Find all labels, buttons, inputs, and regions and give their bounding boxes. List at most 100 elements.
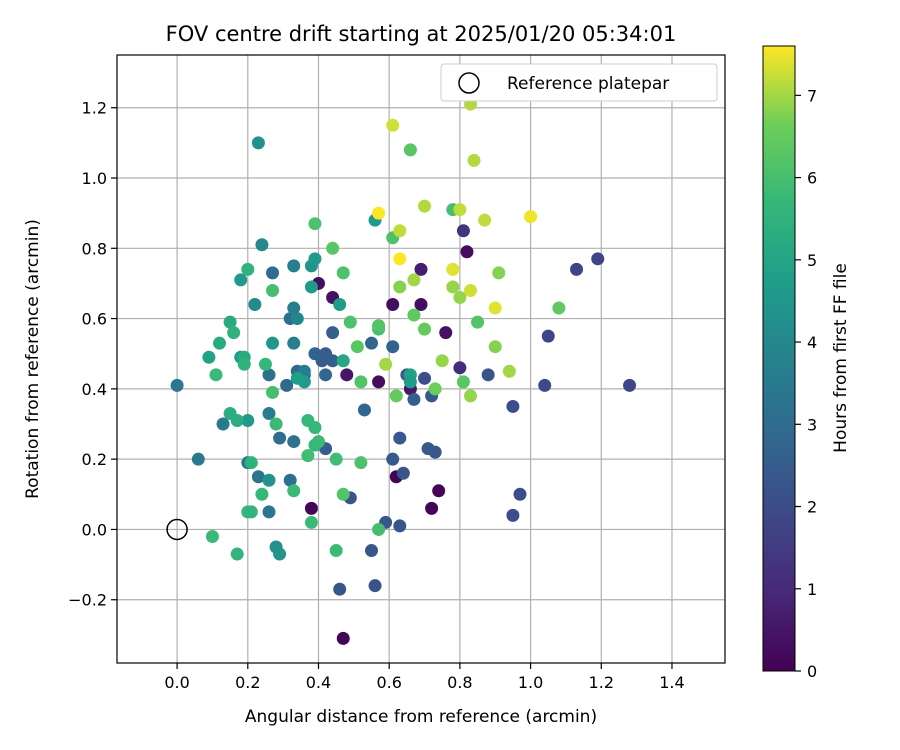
- scatter-point: [478, 213, 492, 227]
- scatter-point: [241, 414, 255, 428]
- scatter-point: [319, 368, 333, 382]
- scatter-point: [456, 224, 470, 238]
- colorbar-tick-label: 0: [807, 662, 817, 681]
- scatter-point: [492, 266, 506, 280]
- scatter-points: [170, 97, 637, 645]
- scatter-point: [290, 371, 304, 385]
- colorbar-tick-label: 5: [807, 251, 817, 270]
- colorbar-tick-label: 7: [807, 86, 817, 105]
- scatter-point: [205, 529, 219, 543]
- scatter-point: [262, 368, 276, 382]
- colorbar-gradient: [762, 45, 796, 672]
- y-tick-label: 0.2: [82, 450, 107, 469]
- scatter-point: [336, 631, 350, 645]
- scatter-point: [354, 456, 368, 470]
- scatter-point: [389, 389, 403, 403]
- scatter-point: [251, 470, 265, 484]
- scatter-point: [287, 301, 301, 315]
- scatter-point: [488, 301, 502, 315]
- colorbar-tick-label: 6: [807, 169, 817, 188]
- scatter-point: [311, 435, 325, 449]
- scatter-point: [403, 375, 417, 389]
- legend-label-reference: Reference platepar: [507, 74, 669, 94]
- scatter-point: [453, 290, 467, 304]
- scatter-point: [456, 375, 470, 389]
- scatter-point: [287, 259, 301, 273]
- scatter-point: [223, 406, 237, 420]
- scatter-point: [326, 326, 340, 340]
- scatter-point: [241, 262, 255, 276]
- scatter-point: [262, 406, 276, 420]
- scatter-point: [368, 579, 382, 593]
- scatter-point: [269, 417, 283, 431]
- colorbar-tick-label: 3: [807, 415, 817, 434]
- scatter-point: [273, 431, 287, 445]
- scatter-point: [460, 245, 474, 259]
- scatter-point: [393, 252, 407, 266]
- scatter-point: [191, 452, 205, 466]
- colorbar-tick-label: 4: [807, 333, 817, 352]
- scatter-point: [336, 487, 350, 501]
- scatter-point: [446, 280, 460, 294]
- scatter-point: [329, 452, 343, 466]
- scatter-point: [506, 399, 520, 413]
- scatter-point: [541, 329, 555, 343]
- scatter-point: [301, 449, 315, 463]
- legend-marker-reference: [458, 72, 480, 94]
- scatter-point: [304, 515, 318, 529]
- y-tick-label: 0.4: [82, 380, 107, 399]
- x-tick-label: 1.0: [518, 673, 543, 692]
- scatter-point: [393, 519, 407, 533]
- x-tick-label: 0.4: [306, 673, 331, 692]
- colorbar-tick-label: 1: [807, 580, 817, 599]
- y-tick-label: −0.2: [68, 591, 107, 610]
- y-tick-label: 0.8: [82, 239, 107, 258]
- scatter-point: [439, 326, 453, 340]
- scatter-point: [488, 340, 502, 354]
- scatter-point: [216, 417, 230, 431]
- scatter-point: [304, 501, 318, 515]
- scatter-point: [258, 357, 272, 371]
- x-axis-ticks: 0.0 0.2 0.4 0.6 0.8 1.0 1.2 1.4: [164, 663, 685, 692]
- scatter-point: [386, 340, 400, 354]
- x-tick-label: 0.6: [376, 673, 401, 692]
- scatter-point: [365, 336, 379, 350]
- scatter-point: [372, 522, 386, 536]
- scatter-point: [223, 315, 237, 329]
- scatter-point: [379, 357, 393, 371]
- scatter-point: [343, 315, 357, 329]
- scatter-point: [329, 544, 343, 558]
- scatter-point: [336, 266, 350, 280]
- scatter-point: [262, 473, 276, 487]
- scatter-point: [393, 280, 407, 294]
- scatter-point: [244, 456, 258, 470]
- scatter-point: [386, 298, 400, 312]
- scatter-point: [170, 378, 184, 392]
- scatter-point: [570, 262, 584, 276]
- scatter-point: [591, 252, 605, 266]
- scatter-point: [414, 298, 428, 312]
- scatter-point: [414, 262, 428, 276]
- scatter-point: [463, 389, 477, 403]
- scatter-point: [333, 582, 347, 596]
- scatter-point: [481, 368, 495, 382]
- scatter-point: [386, 118, 400, 132]
- scatter-point: [266, 283, 280, 297]
- scatter-point: [255, 487, 269, 501]
- scatter-point: [467, 153, 481, 167]
- scatter-point: [287, 435, 301, 449]
- y-tick-label: 0.6: [82, 310, 107, 329]
- y-tick-label: 1.0: [82, 169, 107, 188]
- scatter-point: [432, 484, 446, 498]
- scatter-point: [513, 487, 527, 501]
- scatter-point: [234, 273, 248, 287]
- scatter-point: [308, 347, 322, 361]
- y-axis-ticks: −0.2 0.0 0.2 0.4 0.6 0.8 1.0 1.2: [68, 99, 117, 610]
- scatter-point: [333, 298, 347, 312]
- grid-lines: [117, 55, 725, 663]
- x-tick-label: 0.8: [447, 673, 472, 692]
- scatter-point: [623, 378, 637, 392]
- scatter-point: [251, 136, 265, 150]
- scatter-point: [213, 336, 227, 350]
- scatter-point: [230, 547, 244, 561]
